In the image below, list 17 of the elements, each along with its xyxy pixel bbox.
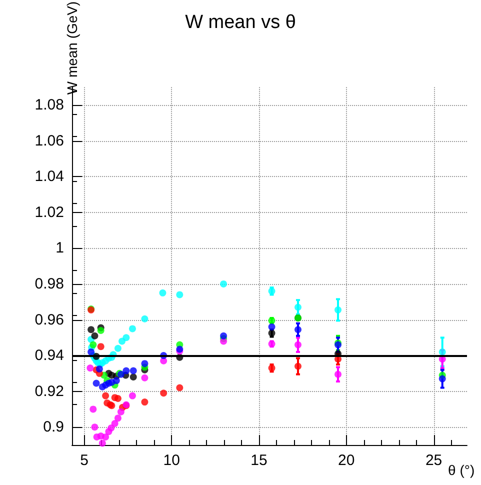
- y-tick-label: 1.06: [34, 132, 64, 150]
- y-tick-label: 0.98: [34, 275, 64, 292]
- y-tick-label: 1.08: [34, 96, 64, 114]
- x-tick-label: 15: [250, 452, 268, 469]
- x-axis-title: θ (°): [448, 462, 475, 478]
- x-tick-label: 10: [163, 452, 180, 469]
- y-tick-label: 0.94: [34, 347, 64, 364]
- y-tick-label: 0.96: [34, 311, 64, 328]
- x-tick-label: 20: [338, 452, 355, 469]
- chart-title: W mean vs θ: [185, 12, 296, 33]
- x-tick-label: 5: [80, 452, 88, 469]
- y-tick-label: 0.9: [43, 418, 64, 436]
- x-tick-label: 25: [425, 452, 442, 469]
- y-tick-label: 1: [56, 240, 64, 257]
- y-tick-label: 1.04: [34, 168, 64, 186]
- y-tick-label: 1.02: [34, 204, 64, 221]
- y-tick-label: 0.92: [34, 382, 64, 400]
